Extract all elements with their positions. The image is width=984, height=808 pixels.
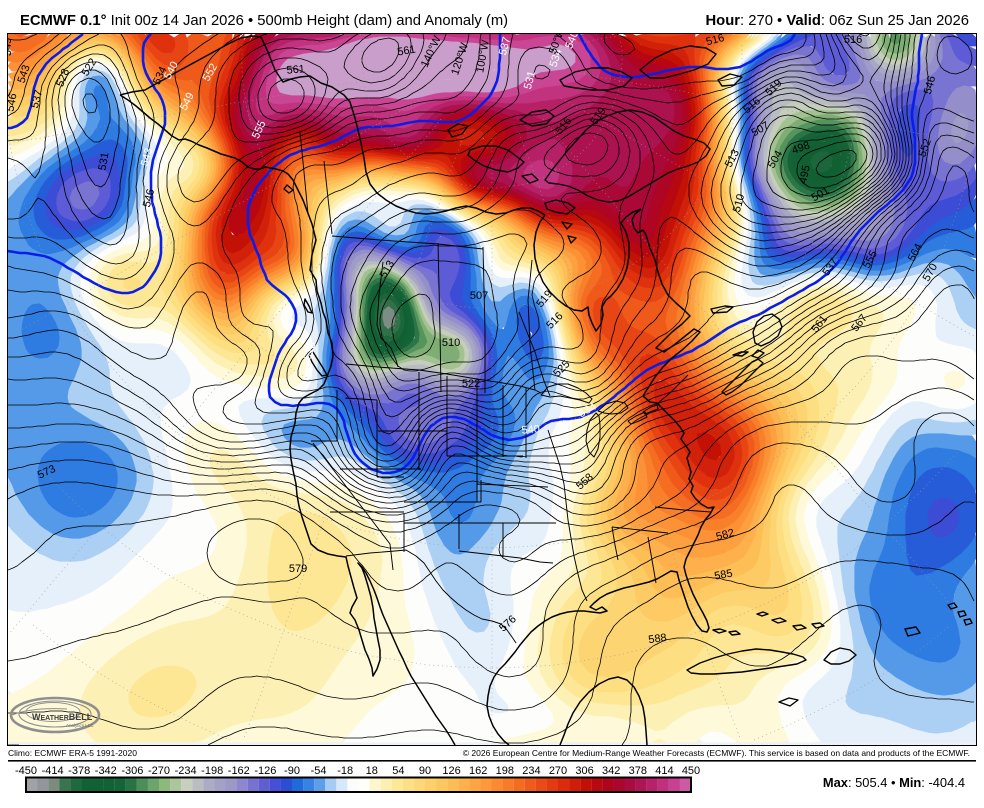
- svg-text:-54: -54: [311, 765, 327, 777]
- svg-text:126: 126: [442, 765, 460, 777]
- svg-text:543: 543: [139, 147, 155, 168]
- svg-text:234: 234: [522, 765, 540, 777]
- svg-text:579: 579: [289, 563, 307, 575]
- svg-text:-270: -270: [148, 765, 170, 777]
- svg-text:-198: -198: [201, 765, 223, 777]
- svg-text:516: 516: [705, 34, 726, 48]
- svg-text:528: 528: [301, 340, 319, 361]
- svg-text:498: 498: [790, 139, 811, 157]
- svg-text:WEATHERBELL: WEATHERBELL: [32, 712, 93, 722]
- svg-text:531: 531: [97, 151, 112, 171]
- svg-text:306: 306: [575, 765, 593, 777]
- svg-text:537: 537: [29, 89, 45, 110]
- svg-text:552: 552: [916, 137, 934, 158]
- svg-text:-450: -450: [15, 765, 37, 777]
- svg-text:534: 534: [548, 47, 565, 68]
- svg-text:162: 162: [469, 765, 487, 777]
- svg-text:198: 198: [496, 765, 514, 777]
- svg-text:-162: -162: [228, 765, 250, 777]
- svg-text:90: 90: [419, 765, 431, 777]
- svg-text:-126: -126: [254, 765, 276, 777]
- svg-text:18: 18: [366, 765, 378, 777]
- svg-text:546: 546: [141, 188, 157, 209]
- svg-text:546: 546: [922, 75, 938, 96]
- svg-text:-378: -378: [68, 765, 90, 777]
- svg-text:Max: 505.4 • Min: -404.4: Max: 505.4 • Min: -404.4: [823, 775, 965, 790]
- svg-text:561: 561: [396, 44, 416, 59]
- svg-text:100°W: 100°W: [474, 39, 492, 74]
- svg-text:588: 588: [648, 632, 668, 646]
- svg-text:582: 582: [715, 527, 736, 543]
- svg-text:342: 342: [602, 765, 620, 777]
- svg-text:537: 537: [497, 36, 513, 57]
- svg-text:54: 54: [392, 765, 404, 777]
- svg-text:531: 531: [522, 70, 538, 91]
- svg-text:546: 546: [8, 92, 20, 112]
- svg-text:450: 450: [682, 765, 700, 777]
- svg-text:507: 507: [470, 290, 488, 302]
- svg-text:378: 378: [629, 765, 647, 777]
- svg-text:Analytics LLC: Analytics LLC: [66, 723, 94, 728]
- svg-text:-90: -90: [284, 765, 300, 777]
- svg-text:495: 495: [797, 164, 813, 184]
- svg-text:-234: -234: [175, 765, 197, 777]
- svg-text:522: 522: [462, 378, 480, 390]
- svg-text:-18: -18: [337, 765, 353, 777]
- svg-text:543: 543: [16, 63, 33, 84]
- svg-text:561: 561: [286, 63, 305, 77]
- svg-text:-414: -414: [42, 765, 64, 777]
- svg-text:510: 510: [442, 337, 460, 349]
- svg-text:270: 270: [549, 765, 567, 777]
- svg-text:414: 414: [655, 765, 673, 777]
- svg-text:-342: -342: [95, 765, 117, 777]
- svg-text:540: 540: [521, 423, 540, 437]
- svg-text:516: 516: [844, 34, 862, 46]
- svg-text:-306: -306: [121, 765, 143, 777]
- svg-text:510: 510: [731, 193, 747, 214]
- svg-text:549: 549: [8, 38, 14, 56]
- svg-text:585: 585: [713, 568, 733, 583]
